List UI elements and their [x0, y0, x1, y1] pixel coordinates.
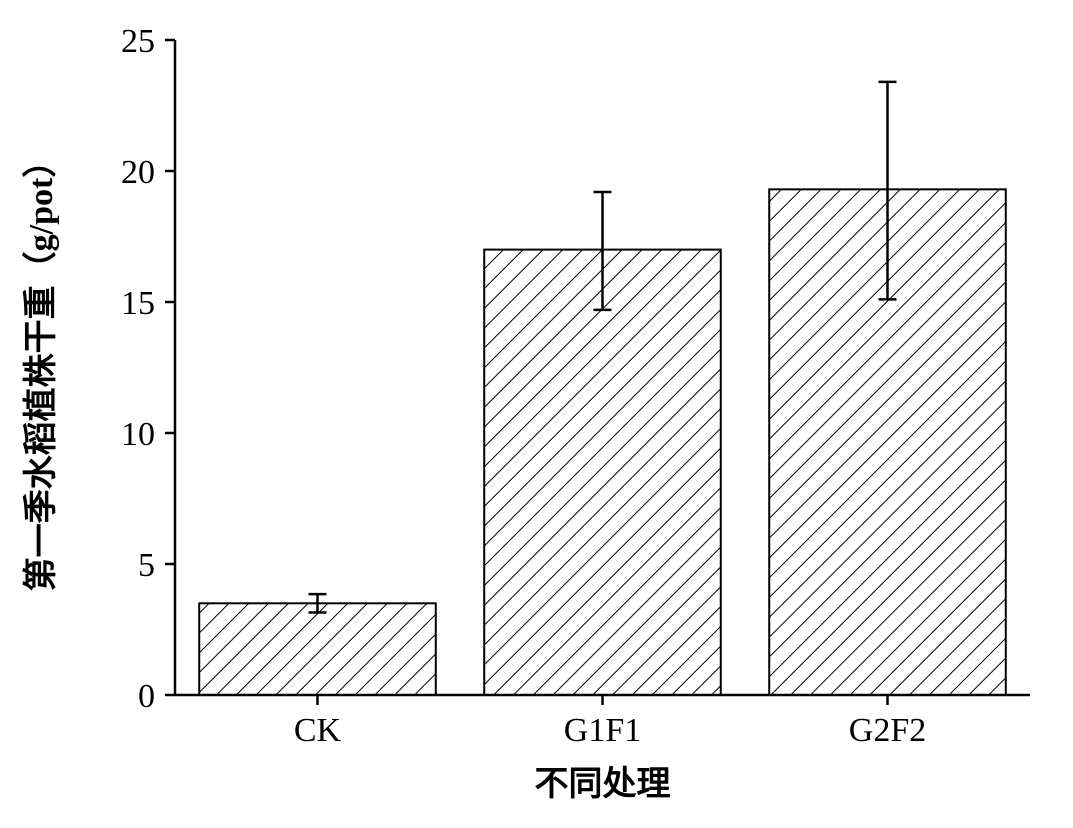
y-axis-label: 第一季水稻植株干重（g/pot）: [21, 144, 60, 592]
y-tick-label: 10: [121, 416, 155, 453]
bar: [484, 250, 721, 695]
chart-svg: CK G1F1 G2F2 0 5 10 15 20 25 第一季水稻植株干重（g/pot） 不同处理: [0, 0, 1073, 828]
x-axis-label: 不同处理: [535, 765, 671, 803]
x-tick-label: G2F2: [849, 712, 926, 749]
x-tick-label: G1F1: [564, 712, 641, 749]
y-tick-label: 5: [138, 547, 155, 584]
y-tick-label: 25: [121, 23, 155, 60]
y-tick-label: 0: [138, 678, 155, 715]
y-tick-label: 20: [121, 154, 155, 191]
x-tick-label: CK: [294, 712, 342, 749]
bar: [199, 603, 436, 695]
y-tick-label: 15: [121, 285, 155, 322]
bar-chart: CK G1F1 G2F2 0 5 10 15 20 25 第一季水稻植株干重（g/pot） 不同处理: [0, 0, 1073, 828]
